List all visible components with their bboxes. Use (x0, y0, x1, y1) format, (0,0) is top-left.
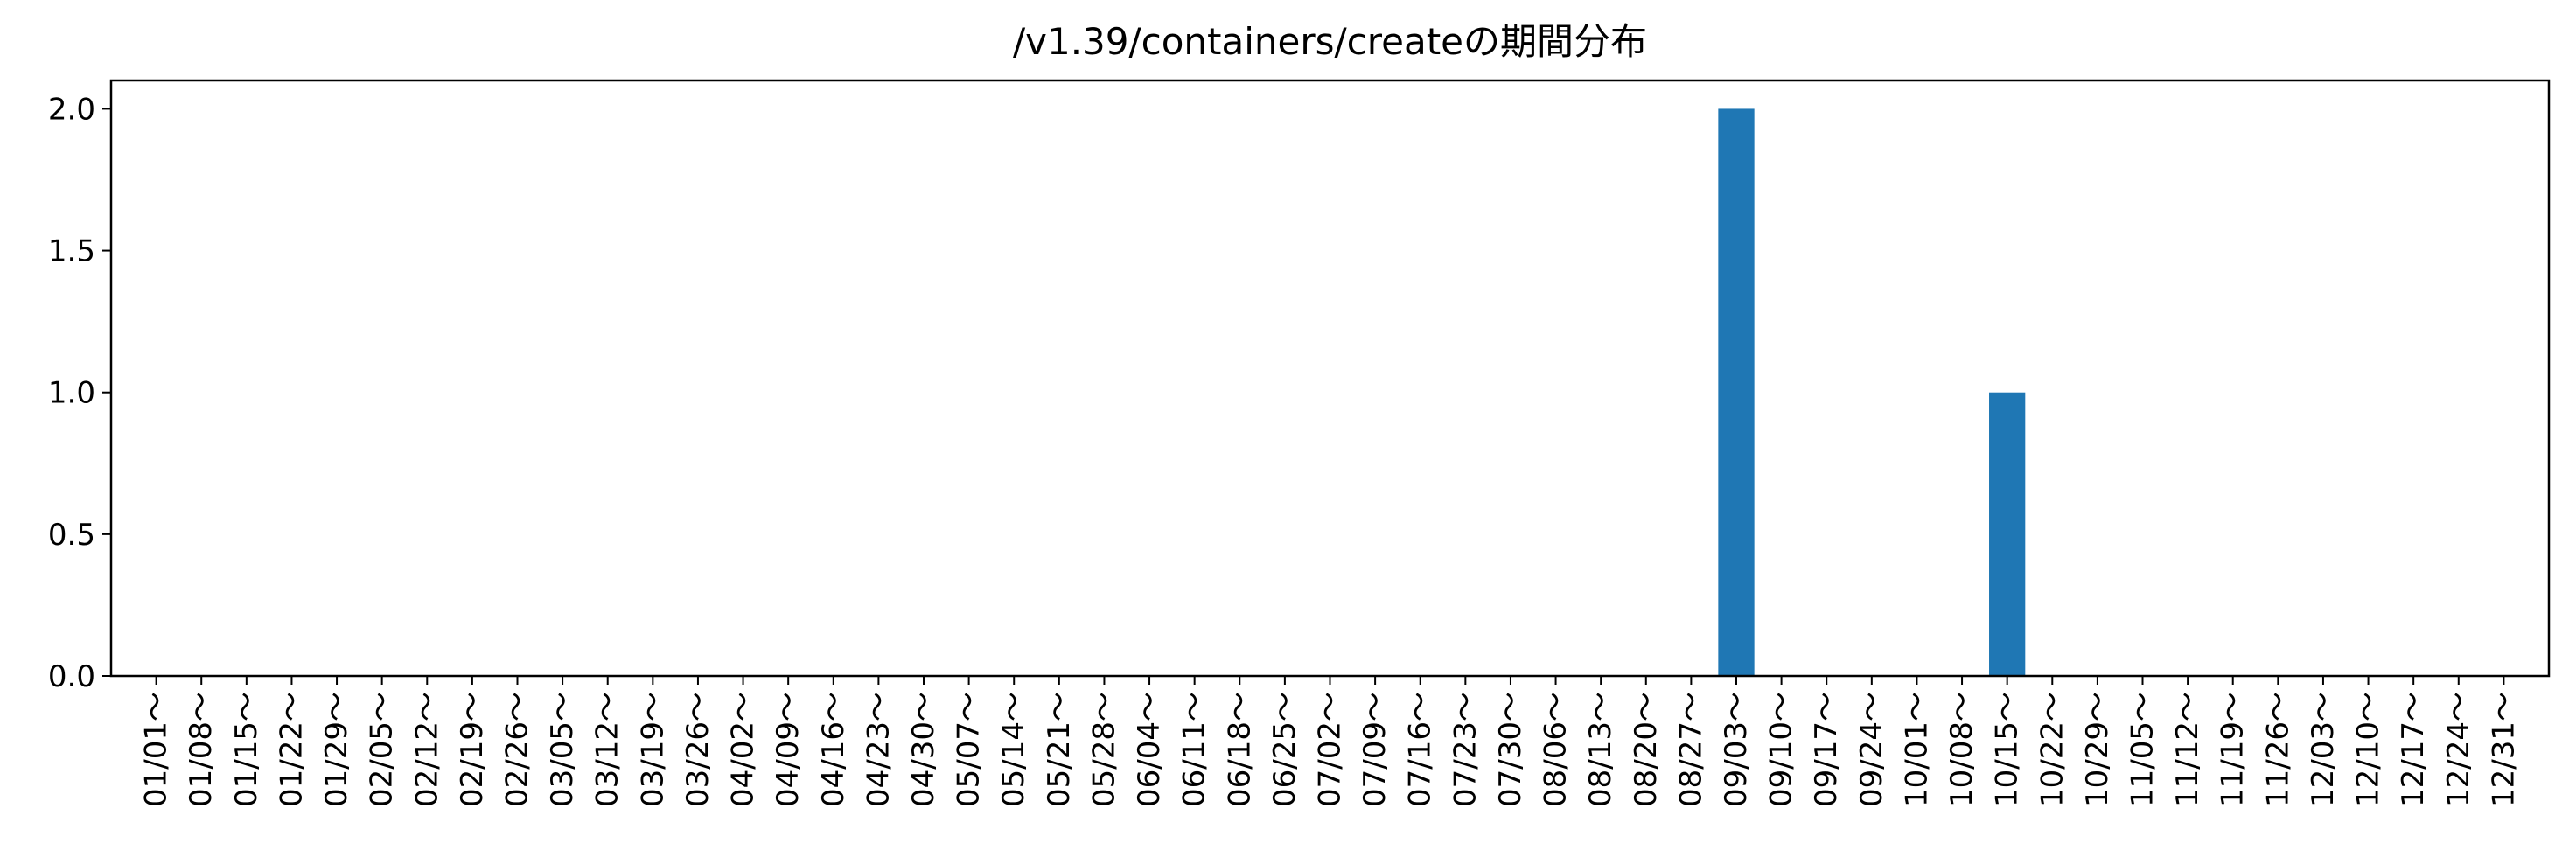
x-tick-label: 06/18～ (1222, 692, 1257, 807)
x-tick-label: 07/30～ (1493, 692, 1528, 807)
x-tick-label: 09/24～ (1854, 692, 1889, 807)
x-tick-label: 06/04～ (1132, 692, 1167, 807)
x-tick-label: 08/27～ (1673, 692, 1708, 807)
x-tick-label: 07/02～ (1313, 692, 1348, 807)
x-tick-label: 01/15～ (229, 692, 264, 807)
x-tick-label: 09/03～ (1719, 692, 1754, 807)
y-tick-label: 0.0 (48, 659, 95, 694)
x-tick-label: 12/31～ (2486, 692, 2521, 807)
x-tick-label: 08/13～ (1583, 692, 1618, 807)
x-tick-label: 07/16～ (1403, 692, 1438, 807)
x-tick-label: 12/03～ (2306, 692, 2341, 807)
x-tick-label: 10/01～ (1899, 692, 1934, 807)
x-tick-label: 11/19～ (2216, 692, 2251, 807)
x-tick-label: 07/09～ (1358, 692, 1393, 807)
x-tick-label: 10/15～ (1990, 692, 2025, 807)
x-tick-label: 08/06～ (1539, 692, 1574, 807)
x-tick-label: 01/22～ (274, 692, 309, 807)
x-tick-label: 03/26～ (681, 692, 716, 807)
bar-41 (1989, 392, 2026, 676)
x-tick-label: 01/01～ (139, 692, 174, 807)
x-tick-label: 04/30～ (906, 692, 941, 807)
x-tick-label: 03/19～ (635, 692, 670, 807)
x-tick-label: 10/08～ (1944, 692, 1979, 807)
x-tick-label: 03/12～ (590, 692, 625, 807)
plot-frame (109, 79, 2551, 678)
y-tick-label: 1.0 (48, 376, 95, 411)
x-tick-label: 06/25～ (1267, 692, 1302, 807)
bars-group (1718, 108, 2026, 676)
x-tick-label: 01/29～ (319, 692, 354, 807)
bar-35 (1718, 108, 1755, 676)
x-tick-label: 09/10～ (1764, 692, 1799, 807)
x-tick-label: 11/12～ (2170, 692, 2205, 807)
x-tick-label: 04/02～ (726, 692, 761, 807)
x-tick-label: 02/12～ (409, 692, 444, 807)
x-tick-label: 09/17～ (1809, 692, 1844, 807)
x-tick-label: 04/16～ (816, 692, 851, 807)
x-tick-label: 07/23～ (1448, 692, 1483, 807)
x-tick-label: 02/26～ (500, 692, 535, 807)
x-tick-label: 05/14～ (996, 692, 1031, 807)
x-tick-label: 02/05～ (365, 692, 400, 807)
x-tick-label: 02/19～ (455, 692, 490, 807)
x-tick-label: 04/23～ (861, 692, 896, 807)
y-tick-label: 2.0 (48, 92, 95, 127)
x-tick-label: 06/11～ (1177, 692, 1212, 807)
x-tick-label: 05/07～ (952, 692, 987, 807)
y-tick-label: 0.5 (48, 518, 95, 553)
chart-title: /v1.39/containers/createの期間分布 (1013, 20, 1647, 63)
x-tick-label: 08/20～ (1629, 692, 1664, 807)
x-tick-label: 12/17～ (2396, 692, 2431, 807)
x-tick-label: 12/10～ (2351, 692, 2386, 807)
x-tick-label: 04/09～ (771, 692, 806, 807)
x-tick-label: 11/05～ (2126, 692, 2161, 807)
x-tick-label: 03/05～ (545, 692, 580, 807)
x-tick-label: 10/22～ (2035, 692, 2070, 807)
x-tick-label: 05/21～ (1042, 692, 1077, 807)
x-tick-label: 01/08～ (184, 692, 219, 807)
x-axis: 01/01～ 01/08～ 01/15～ 01/22～ 01/29～ 02/05～ 02/1… (139, 676, 2521, 807)
x-tick-label: 12/24～ (2441, 692, 2476, 807)
x-tick-label: 11/26～ (2260, 692, 2295, 807)
y-axis: 0.0 0.5 1.0 1.5 2.0 (48, 92, 111, 694)
x-tick-label: 10/29～ (2080, 692, 2115, 807)
y-tick-label: 1.5 (48, 234, 95, 269)
x-tick-label: 05/28～ (1086, 692, 1121, 807)
